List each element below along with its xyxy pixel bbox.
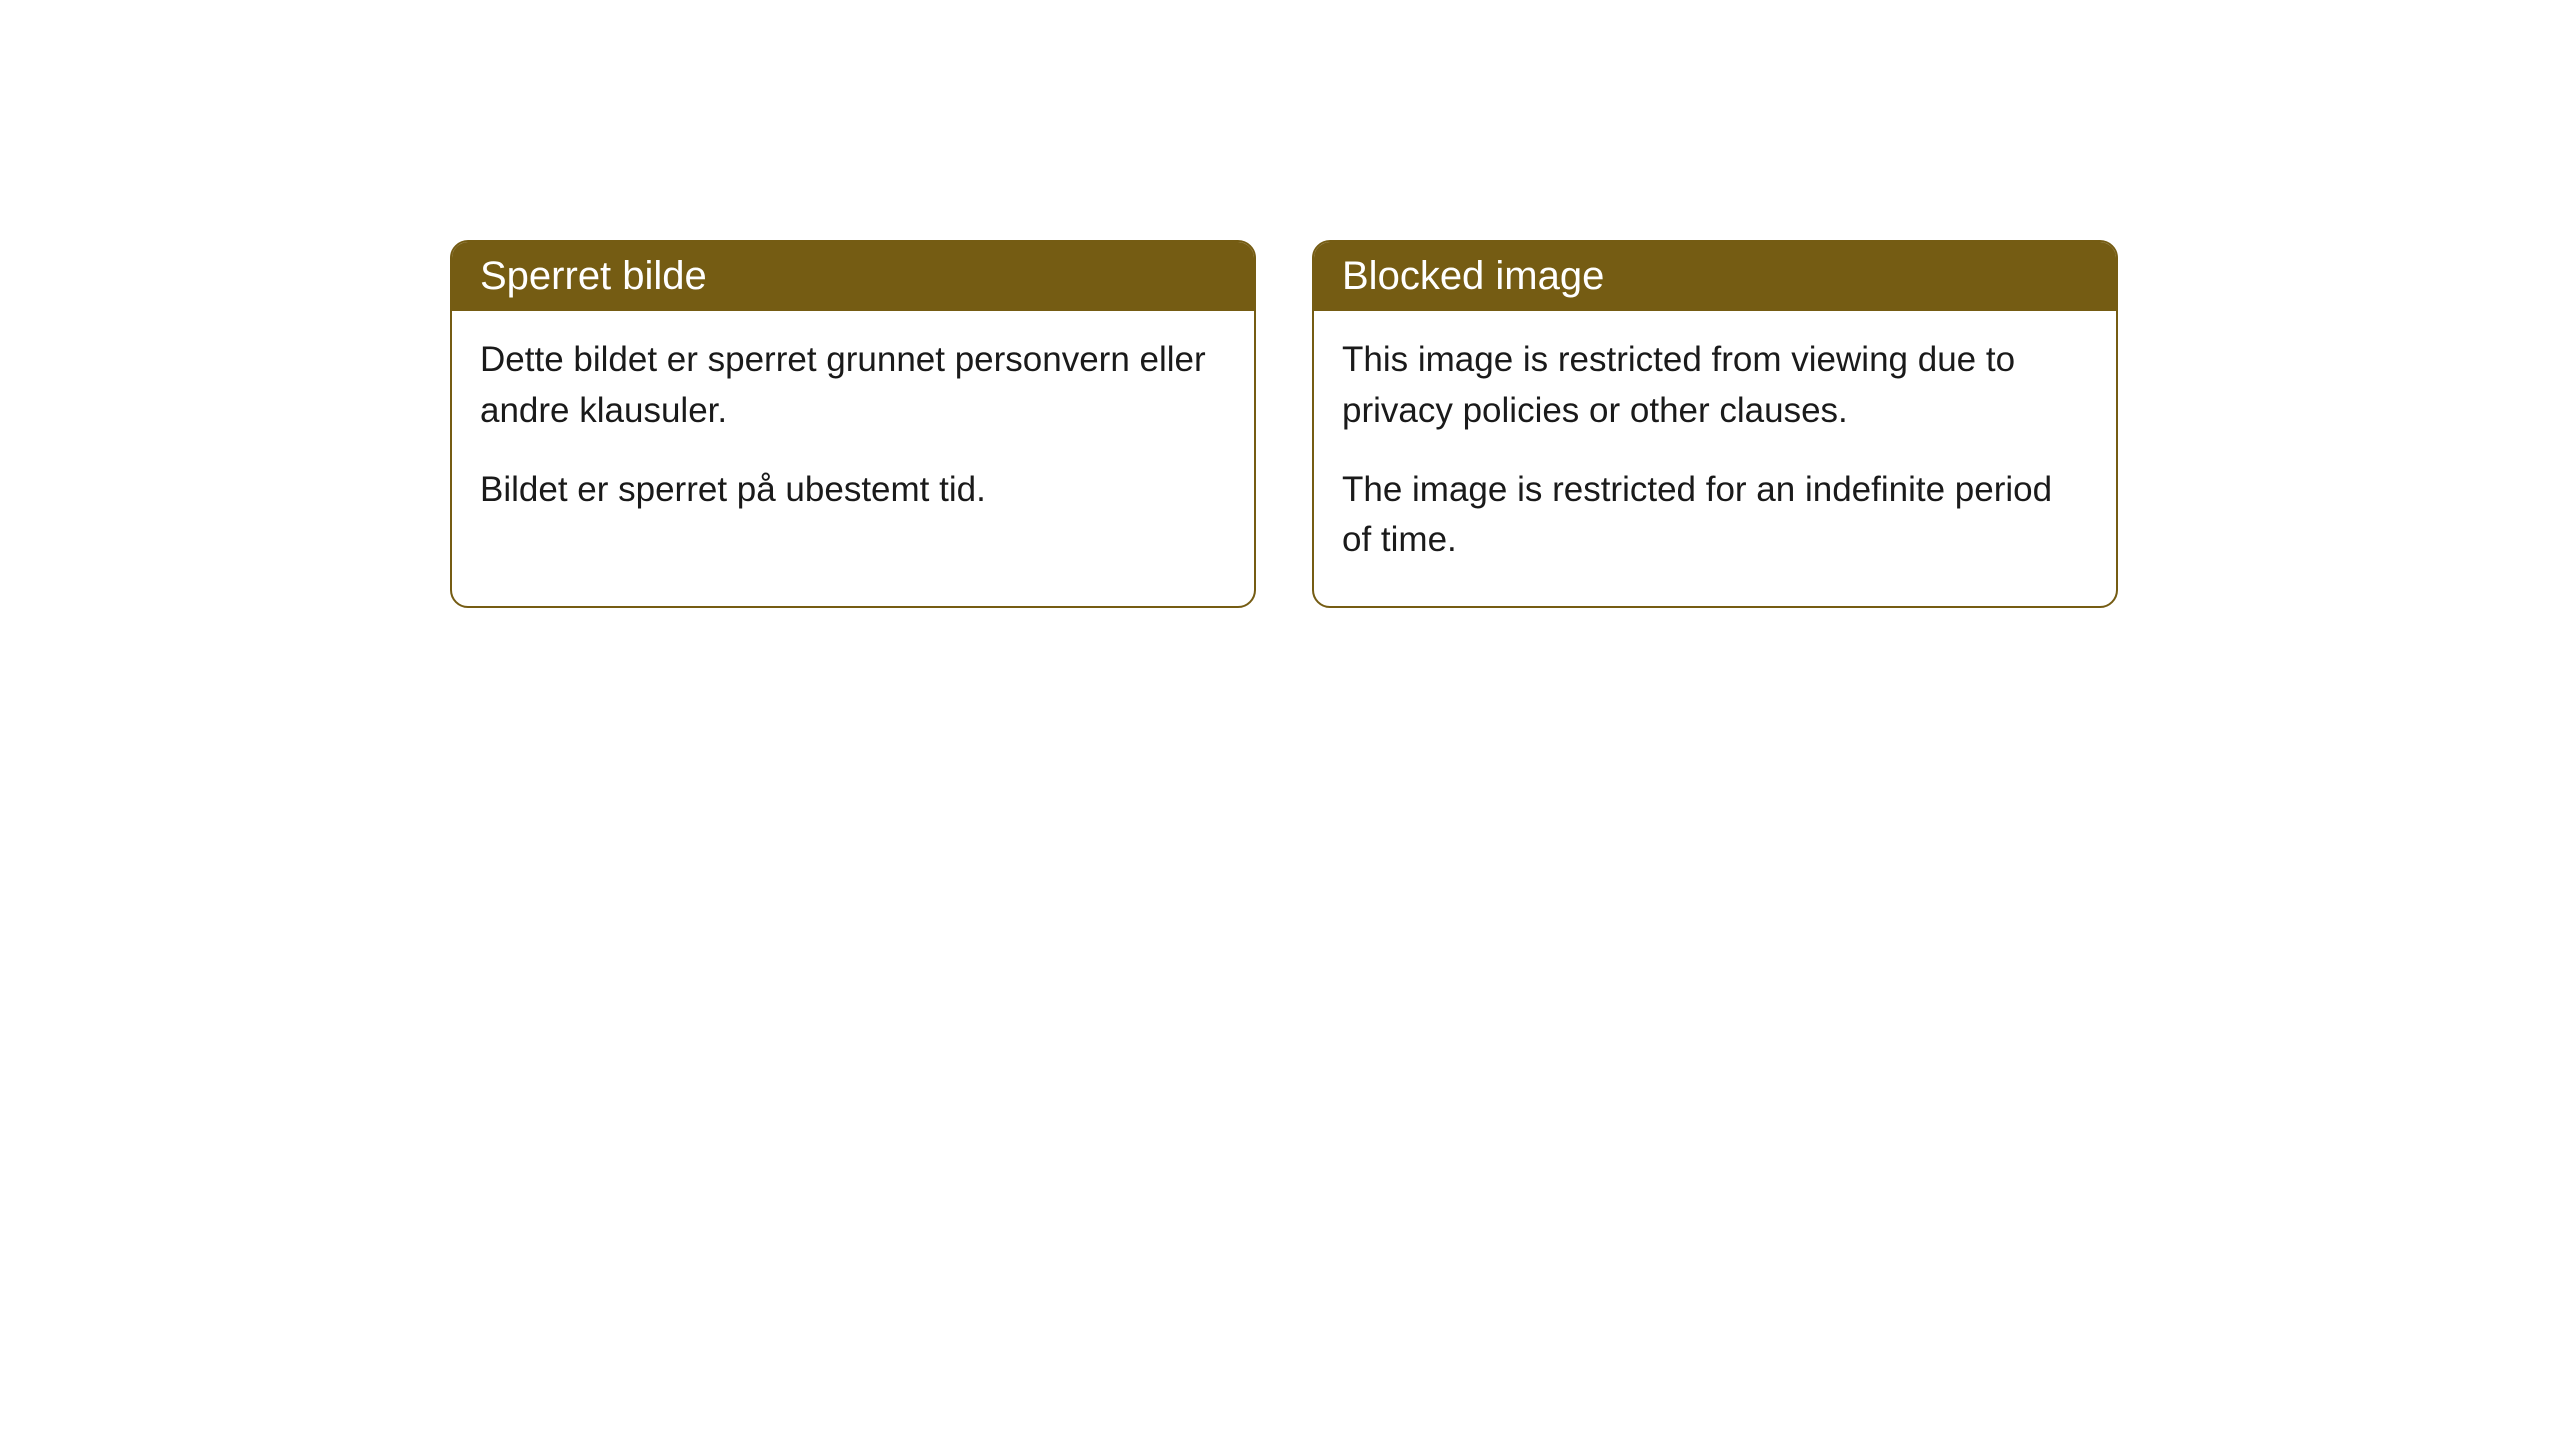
card-paragraph-1: Dette bildet er sperret grunnet personve… xyxy=(480,335,1226,437)
card-title: Sperret bilde xyxy=(480,254,707,298)
blocked-image-card-norwegian: Sperret bilde Dette bildet er sperret gr… xyxy=(450,240,1256,608)
card-header: Sperret bilde xyxy=(452,242,1254,311)
card-paragraph-1: This image is restricted from viewing du… xyxy=(1342,335,2088,437)
card-title: Blocked image xyxy=(1342,254,1604,298)
card-header: Blocked image xyxy=(1314,242,2116,311)
card-body: This image is restricted from viewing du… xyxy=(1314,311,2116,606)
card-paragraph-2: The image is restricted for an indefinit… xyxy=(1342,465,2088,567)
card-paragraph-2: Bildet er sperret på ubestemt tid. xyxy=(480,465,1226,516)
notice-cards-container: Sperret bilde Dette bildet er sperret gr… xyxy=(450,240,2560,608)
card-body: Dette bildet er sperret grunnet personve… xyxy=(452,311,1254,555)
blocked-image-card-english: Blocked image This image is restricted f… xyxy=(1312,240,2118,608)
